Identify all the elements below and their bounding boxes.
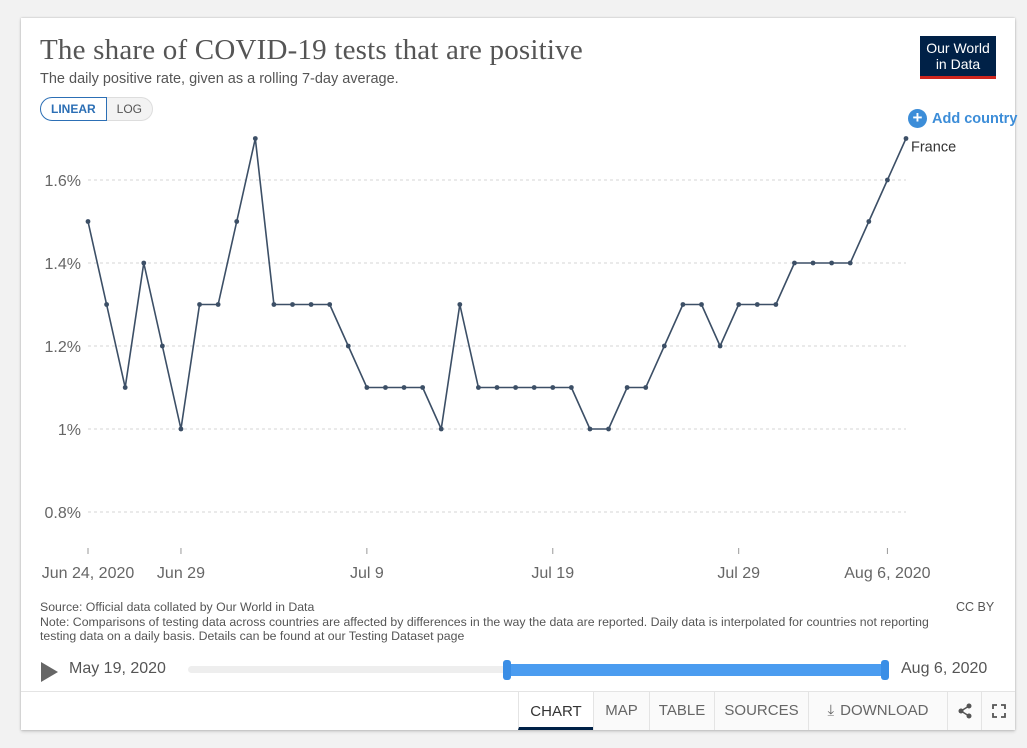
chart-card: The share of COVID-19 tests that are pos… [21, 18, 1017, 730]
data-point [866, 219, 872, 224]
data-point [643, 385, 649, 390]
data-point [383, 385, 388, 390]
data-point [606, 426, 611, 432]
data-point [438, 426, 444, 432]
data-point [345, 343, 351, 349]
timeline-end-handle[interactable] [881, 660, 889, 680]
data-point [457, 302, 463, 307]
tab-sources[interactable]: SOURCES [714, 692, 808, 730]
data-point [420, 385, 426, 390]
y-tick-label: 1.6% [45, 173, 81, 190]
x-tick-label: Jul 19 [531, 565, 574, 582]
series-group: France [85, 136, 956, 432]
data-point [513, 385, 518, 390]
chart-title: The share of COVID-19 tests that are pos… [40, 34, 583, 66]
data-point [364, 385, 370, 390]
owid-logo[interactable]: Our World in Data [920, 36, 996, 79]
source-text: Source: Official data collated by Our Wo… [40, 600, 315, 614]
timeline: May 19, 2020 Aug 6, 2020 [21, 656, 1015, 684]
tab-map[interactable]: MAP [593, 692, 649, 730]
data-point [531, 385, 537, 390]
data-point [290, 302, 295, 307]
data-point [85, 219, 91, 224]
data-point [550, 385, 556, 390]
data-point [680, 302, 686, 307]
tab-bar: CHART MAP TABLE SOURCES ⤓ DOWNLOAD [21, 691, 1015, 730]
data-point [178, 426, 184, 432]
chart-subtitle: The daily positive rate, given as a roll… [40, 71, 399, 87]
y-tick-label: 1.4% [45, 256, 81, 273]
fullscreen-icon [991, 704, 1006, 718]
play-icon[interactable] [41, 662, 58, 682]
data-point [792, 260, 797, 266]
data-point [476, 385, 481, 390]
data-point [327, 302, 333, 307]
data-point [903, 136, 909, 141]
data-point [587, 426, 593, 432]
scale-toggle: LINEAR LOG [40, 97, 154, 121]
data-point [885, 177, 890, 183]
data-point [401, 385, 407, 390]
data-point [624, 385, 630, 390]
y-axis-ticks: 0.8% 1% 1.2% 1.4% 1.6% [45, 173, 81, 522]
tab-download[interactable]: ⤓ DOWNLOAD [808, 692, 947, 730]
data-point [159, 343, 165, 349]
x-tick-label: Jun 24, 2020 [42, 565, 135, 582]
data-point [829, 260, 835, 266]
log-scale-button[interactable]: LOG [106, 97, 154, 121]
y-tick-label: 0.8% [45, 505, 81, 522]
series-label: France [911, 140, 956, 156]
data-point [234, 219, 240, 224]
license-label[interactable]: CC BY [956, 600, 995, 614]
data-point [271, 302, 277, 307]
data-point [215, 302, 221, 307]
data-point [773, 302, 779, 307]
data-point [252, 136, 258, 141]
tab-chart[interactable]: CHART [518, 692, 593, 730]
data-point [699, 302, 704, 307]
line-chart: 0.8% 1% 1.2% 1.4% 1.6% Jun 24, 2020 Jun 29 Jul… [42, 136, 956, 582]
add-country-label: Add country [932, 110, 1018, 127]
data-point [104, 302, 109, 307]
data-point [661, 343, 667, 349]
data-point [736, 302, 742, 307]
x-tick-label: Jun 29 [157, 565, 205, 582]
x-axis-ticks: Jun 24, 2020 Jun 29 Jul 9 Jul 19 Jul 29 Aug 6… [42, 548, 931, 582]
timeline-start-label: May 19, 2020 [69, 660, 166, 677]
logo-line-2: in Data [935, 56, 981, 72]
fullscreen-button[interactable] [981, 692, 1015, 730]
data-point [308, 302, 314, 307]
x-tick-label: Jul 29 [717, 565, 760, 582]
grid-lines [88, 179, 906, 513]
data-point [847, 260, 853, 266]
note-text: Note: Comparisons of testing data across… [40, 614, 929, 644]
data-point [754, 302, 760, 307]
y-tick-label: 1.2% [45, 339, 81, 356]
data-point [494, 385, 500, 390]
x-tick-label: Jul 9 [350, 565, 384, 582]
y-tick-label: 1% [58, 422, 81, 439]
data-point [122, 385, 128, 390]
data-point [197, 302, 202, 307]
share-button[interactable] [947, 692, 981, 730]
plus-circle-icon: + [908, 109, 927, 128]
download-icon: ⤓ [827, 702, 835, 719]
data-point [141, 260, 147, 266]
timeline-end-label: Aug 6, 2020 [901, 660, 988, 677]
chart-notes: Source: Official data collated by Our Wo… [40, 600, 965, 644]
data-point [717, 343, 723, 349]
linear-scale-button[interactable]: LINEAR [40, 97, 107, 121]
data-point [568, 385, 574, 390]
share-icon [958, 703, 971, 719]
logo-line-1: Our World [926, 40, 990, 56]
data-point [810, 260, 816, 266]
tab-table[interactable]: TABLE [649, 692, 714, 730]
add-country-button[interactable]: + Add country [908, 109, 1017, 128]
timeline-start-handle[interactable] [503, 660, 511, 680]
timeline-selected-range[interactable] [507, 664, 885, 676]
download-label: DOWNLOAD [840, 702, 929, 719]
x-tick-label: Aug 6, 2020 [844, 565, 930, 582]
